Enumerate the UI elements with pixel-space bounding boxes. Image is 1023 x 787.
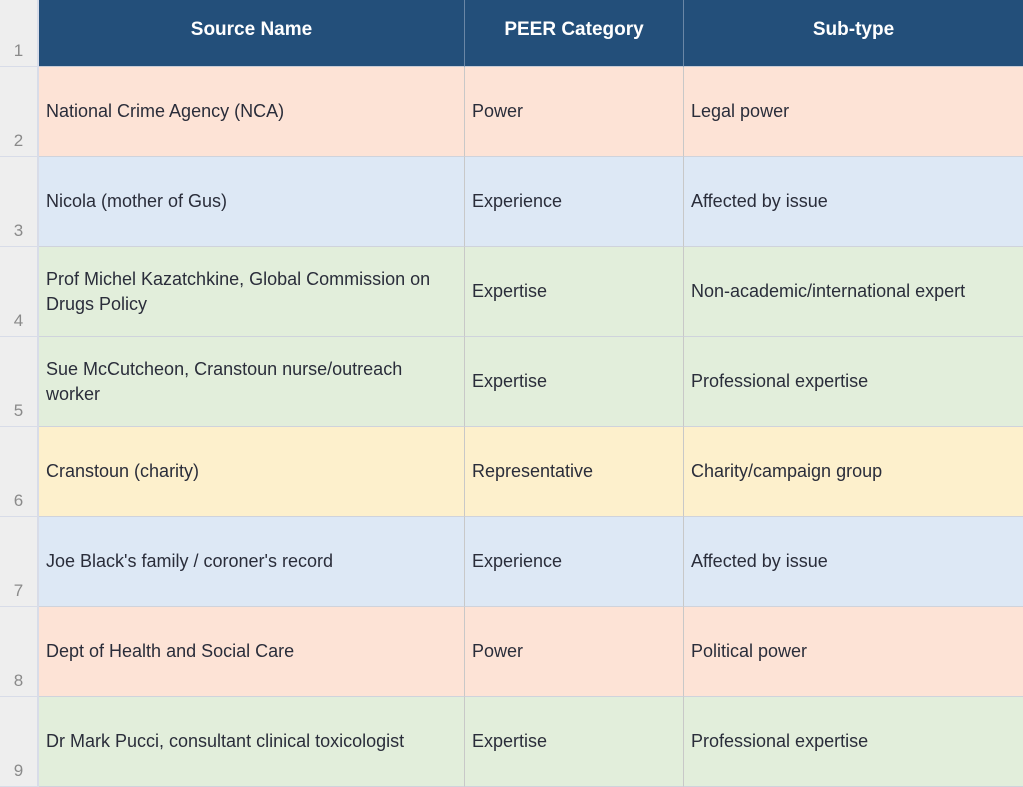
- cell-sub-type[interactable]: Non-academic/international expert: [684, 247, 1023, 337]
- cell-peer-category[interactable]: Expertise: [465, 337, 684, 427]
- cell-source-name[interactable]: Nicola (mother of Gus): [39, 157, 465, 247]
- cell-source-name[interactable]: Dept of Health and Social Care: [39, 607, 465, 697]
- cell-peer-category[interactable]: Representative: [465, 427, 684, 517]
- table-row: 3 Nicola (mother of Gus) Experience Affecte…: [0, 157, 1023, 247]
- row-number[interactable]: 8: [0, 607, 39, 697]
- cell-source-name[interactable]: Sue McCutcheon, Cranstoun nurse/outreach…: [39, 337, 465, 427]
- header-sub-type[interactable]: Sub-type: [684, 0, 1023, 67]
- cell-sub-type[interactable]: Professional expertise: [684, 697, 1023, 787]
- row-number[interactable]: 3: [0, 157, 39, 247]
- header-source-name[interactable]: Source Name: [39, 0, 465, 67]
- table-row: 5 Sue McCutcheon, Cranstoun nurse/outreac…: [0, 337, 1023, 427]
- row-number[interactable]: 7: [0, 517, 39, 607]
- cell-sub-type[interactable]: Political power: [684, 607, 1023, 697]
- header-peer-category[interactable]: PEER Category: [465, 0, 684, 67]
- table-row: 6 Cranstoun (charity) Representative Charit…: [0, 427, 1023, 517]
- cell-sub-type[interactable]: Charity/campaign group: [684, 427, 1023, 517]
- row-number[interactable]: 9: [0, 697, 39, 787]
- row-number[interactable]: 6: [0, 427, 39, 517]
- cell-peer-category[interactable]: Expertise: [465, 697, 684, 787]
- row-number[interactable]: 5: [0, 337, 39, 427]
- cell-source-name[interactable]: National Crime Agency (NCA): [39, 67, 465, 157]
- cell-sub-type[interactable]: Professional expertise: [684, 337, 1023, 427]
- cell-peer-category[interactable]: Expertise: [465, 247, 684, 337]
- row-number[interactable]: 4: [0, 247, 39, 337]
- table-row: 4 Prof Michel Kazatchkine, Global Commiss…: [0, 247, 1023, 337]
- cell-peer-category[interactable]: Power: [465, 67, 684, 157]
- cell-source-name[interactable]: Cranstoun (charity): [39, 427, 465, 517]
- cell-sub-type[interactable]: Legal power: [684, 67, 1023, 157]
- table-row: 8 Dept of Health and Social Care Power Poli…: [0, 607, 1023, 697]
- table-row: 2 National Crime Agency (NCA) Power Legal p…: [0, 67, 1023, 157]
- cell-peer-category[interactable]: Experience: [465, 517, 684, 607]
- row-number[interactable]: 2: [0, 67, 39, 157]
- cell-sub-type[interactable]: Affected by issue: [684, 157, 1023, 247]
- table-row: 7 Joe Black's family / coroner's record Ex…: [0, 517, 1023, 607]
- cell-source-name[interactable]: Dr Mark Pucci, consultant clinical toxic…: [39, 697, 465, 787]
- cell-sub-type[interactable]: Affected by issue: [684, 517, 1023, 607]
- row-number[interactable]: 1: [0, 0, 39, 67]
- header-row: 1 Source Name PEER Category Sub-type: [0, 0, 1023, 67]
- cell-peer-category[interactable]: Experience: [465, 157, 684, 247]
- cell-source-name[interactable]: Prof Michel Kazatchkine, Global Commissi…: [39, 247, 465, 337]
- cell-peer-category[interactable]: Power: [465, 607, 684, 697]
- cell-source-name[interactable]: Joe Black's family / coroner's record: [39, 517, 465, 607]
- table-row: 9 Dr Mark Pucci, consultant clinical toxi…: [0, 697, 1023, 787]
